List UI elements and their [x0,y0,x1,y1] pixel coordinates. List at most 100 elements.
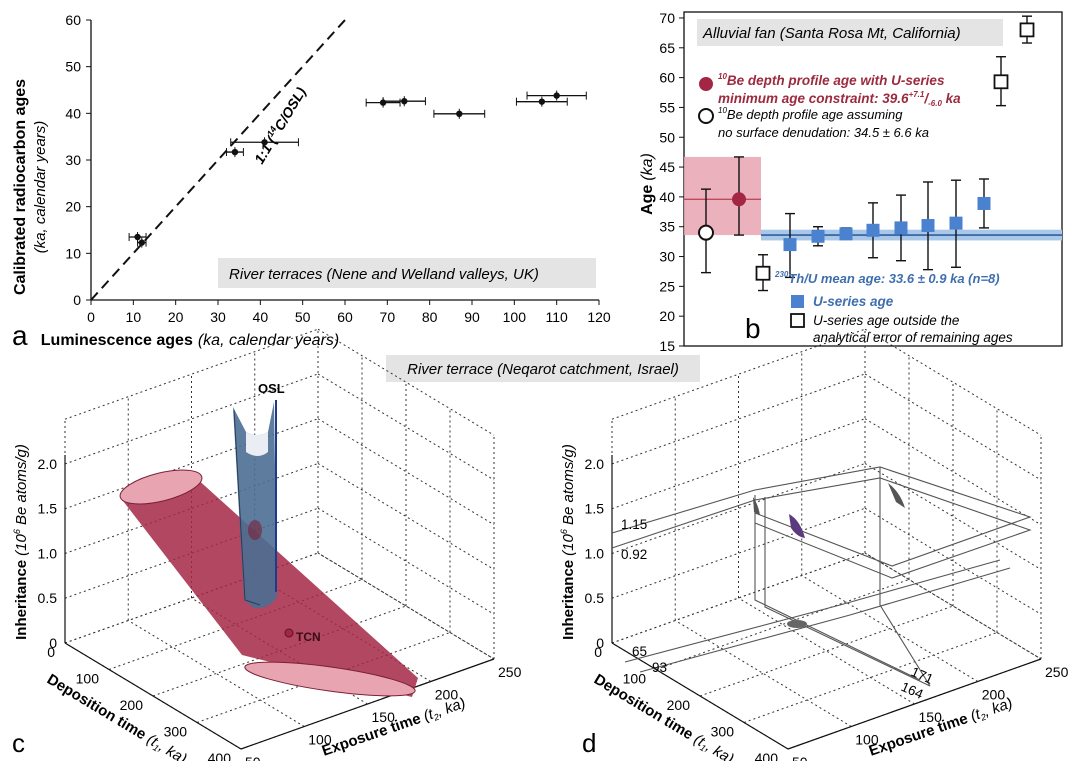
panel-c-grid-line [317,418,495,526]
panel-a-y-tick-label: 40 [65,105,81,121]
panel-c-osl-surface [233,402,277,609]
panel-a-x-tick-label: 120 [587,309,611,325]
panel-d-constraint-lines [611,466,1032,687]
panel-a-x-tick-label: 30 [210,309,226,325]
panel-b-be-open-point [698,224,714,241]
panel-a-y-tick-label: 60 [65,12,81,28]
panel-d-z-tick-label: 1.0 [585,545,605,561]
panel-a-y-title-ital: (ka, calendar years) [32,121,49,254]
panel-c-x-axis [240,658,495,750]
panel-b-points [698,15,1035,292]
panel-d-z-title: Inheritance(106 Be atoms/g) [559,444,577,640]
panel-c-grid-line [317,552,495,660]
panel-d-y-tick-label: 300 [711,724,735,740]
panel-b-y-tick-label: 70 [659,10,675,26]
panel-a-data-point [138,239,145,246]
panel-d-grid-line [801,575,979,682]
panel-a-x-tick-label: 90 [464,309,480,325]
panel-b-y-tick-label: 65 [659,40,675,56]
panel-a-data-point [401,98,408,105]
legend-open-line1: 10Be depth profile age assuming [718,106,903,122]
panel-a-x-tick-label: 110 [546,309,569,325]
panel-d-axes [611,455,1042,750]
panel-d-x-tick-label: 200 [982,687,1006,703]
panel-b-useries-point [949,216,963,230]
panel-d-z-tick-label: 1.5 [585,501,605,517]
panel-b-useries-point [866,223,880,237]
panel-c-z-tick-label: 1.5 [38,501,58,517]
panel-d-y-tick-label: 200 [667,697,691,713]
legend-open-line2: no surface denudation: 34.5 ± 6.6 ka [718,125,929,140]
panel-b-title-box [697,19,1003,46]
panel-d-vertical-back [879,467,931,687]
panel-b-y-tick-label: 35 [659,219,675,235]
panel-a-y-tick-label: 20 [65,199,81,215]
panel-a-y-ticks: 0 10 20 30 40 50 60 [65,12,91,308]
panel-b-be-red-point [732,192,746,207]
panel-a-x-tick-label: 20 [168,309,184,325]
panel-c-z-tick-label: 2.0 [38,456,58,472]
panel-b-useries-point [977,196,991,210]
panel-a-y-tick-label: 30 [65,152,81,168]
panel-b-y-tick-label: 45 [659,159,675,175]
panel-d-inh-label-1: 1.15 [621,517,647,532]
panel-d-grid-line [864,552,1042,660]
panel-b-y-tick-label: 55 [659,99,675,115]
panel-d-grid-line [864,328,1042,436]
legend-open-circle-marker [698,108,714,124]
panel-b-useries-outlier-point [755,265,771,281]
panel-c-grid-line [317,328,495,436]
panel-c-x-tick-label: 250 [498,664,522,680]
panel-d-grid-line [674,620,852,727]
panel-d-z-tick-label: 0 [596,635,604,651]
legend-blue-label: U-series age [813,294,894,309]
panel-d-y-axis [611,642,789,750]
panel-d-blob-right [888,483,905,508]
panel-b-red-band [684,156,761,236]
panel-a-x-tick-label: 50 [295,309,311,325]
panel-c-y-title: Deposition time(t1, ka) [43,671,189,761]
panel-b-useries-point [783,238,797,252]
panel-d-x-title: Exposure time(t2, ka) [867,695,1015,761]
panel-a-data-point [261,139,268,146]
panel-b-y-tick-label: 15 [659,338,675,354]
panel-d-y-tick-label: 400 [755,750,779,761]
panel-a-x-ticks: 0 10 20 30 40 50 60 70 80 90 100 110 120 [87,300,611,325]
panel-d-grid [611,328,1042,750]
panel-c-label: c [12,728,25,758]
panel-c-grid-line [317,552,495,660]
legend-blue-square-marker [791,295,804,308]
panel-a-line-label: 1:1 (14C/OSL) [250,84,309,167]
panel-a-label: a [12,320,28,351]
panel-d-y-title: Deposition time(t1, ka) [590,671,736,761]
panel-c-tcn-top-cap [119,469,203,505]
legend-open-square-marker [790,313,805,328]
panel-c-intersection [248,520,262,540]
panel-d-grid-line [864,507,1042,615]
panel-a-y-tick-label: 0 [73,292,81,308]
panel-c-x-tick-label: 50 [245,754,261,761]
panel-a-data-point [538,98,546,105]
panel-c-x-tick-label: 100 [308,732,332,748]
panel-c-x-tick-label: 200 [435,687,459,703]
panel-c-grid-line [317,507,495,615]
panel-a-x-tick-label: 40 [253,309,269,325]
panel-c-axes [64,455,495,750]
panel-c-tcn-bottom-cap [244,661,416,697]
panel-d-inheritance-upper [611,466,1032,567]
panel-c-y-axis [64,642,242,750]
legend-square-line1: U-series age outside the [813,313,959,328]
panel-c-y-tick-label: 400 [208,750,232,761]
panel-b-label: b [745,313,761,344]
panel-d-grid-line [864,418,1042,526]
panel-c: River terrace (Neqarot catchment, Israel… [12,328,700,761]
panel-a-x-tick-label: 100 [503,309,527,325]
panel-a-data-point [231,148,239,156]
panel-a-data-point [553,92,560,99]
panel-c-title-box [386,355,700,382]
panel-b-y-tick-label: 25 [659,278,675,294]
panel-b-title: Alluvial fan (Santa Rosa Mt, California) [702,25,961,42]
panel-d-x-tick-label: 50 [792,754,808,761]
panel-c-osl-surface-notch [246,432,268,456]
panel-d: 0 0.5 1.0 1.5 2.0 0 100 200 300 400 50 100 150 200 250… [559,328,1069,761]
